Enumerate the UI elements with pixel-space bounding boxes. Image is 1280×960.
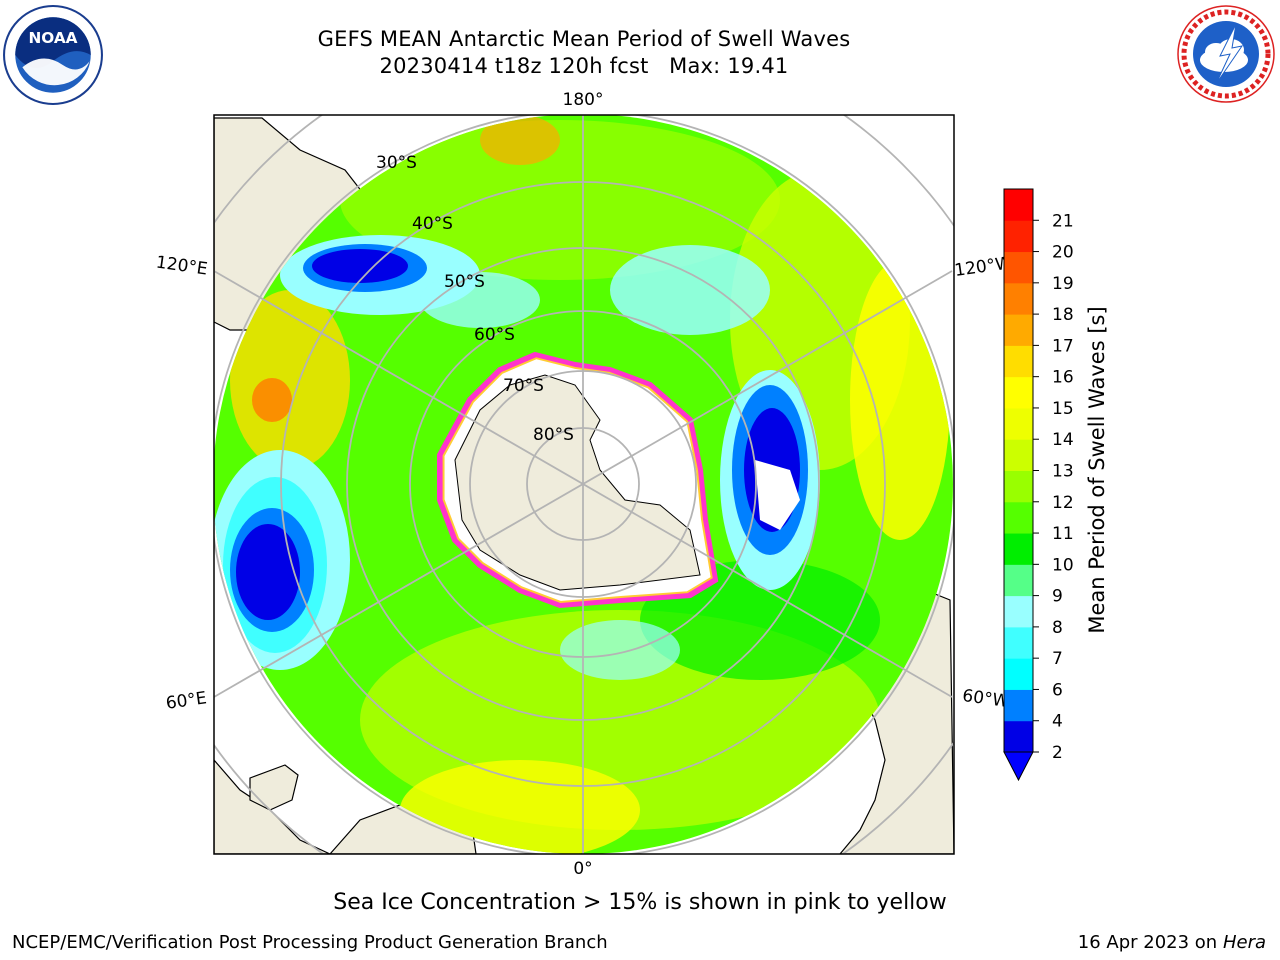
footer-date-text: 16 Apr 2023 on (1077, 932, 1218, 953)
colorbar-tick-label: 4 (1052, 712, 1063, 732)
colorbar-tick-label: 18 (1052, 305, 1074, 325)
colorbar-title: Mean Period of Swell Waves [s] (1085, 306, 1109, 634)
colorbar-tick-label: 14 (1052, 430, 1074, 450)
lon-label-60w: 60°W (961, 686, 1010, 712)
noaa-logo-text: NOAA (28, 29, 77, 47)
colorbar-swatch (1004, 314, 1033, 346)
lat-label-30s: 30°S (376, 153, 417, 173)
lon-label-60e: 60°E (165, 688, 208, 713)
colorbar-tick-label: 11 (1052, 524, 1074, 544)
sea-ice-note: Sea Ice Concentration > 15% is shown in … (333, 890, 947, 915)
colorbar-tick-label: 10 (1052, 555, 1074, 575)
colorbar-swatch (1004, 689, 1033, 722)
colorbar-swatch (1004, 658, 1033, 690)
colorbar: 2 4 6 7 8 9 10 11 12 13 14 15 16 17 18 19 20 21 (1003, 188, 1074, 782)
colorbar-swatch (1004, 626, 1033, 659)
lat-label-70s: 70°S (503, 376, 544, 396)
lat-label-60s: 60°S (474, 325, 515, 345)
colorbar-tick-label: 17 (1052, 336, 1074, 356)
colorbar-swatch (1004, 407, 1033, 440)
map-subtitle: 20230414 t18z 120h fcst Max: 19.41 (379, 54, 789, 78)
footer-credit: NCEP/EMC/Verification Post Processing Pr… (12, 932, 608, 953)
lon-label-0: 0° (573, 859, 592, 879)
colorbar-tick-label: 15 (1052, 399, 1074, 419)
colorbar-extend-arrow (1003, 751, 1034, 782)
colorbar-tick-label: 12 (1052, 493, 1074, 513)
footer-date: 16 Apr 2023 on Hera (1078, 932, 1266, 953)
map-frame-content (214, 115, 954, 854)
colorbar-swatch (1004, 345, 1033, 378)
colorbar-swatch (1004, 564, 1033, 597)
map-frame (213, 114, 955, 855)
lat-label-40s: 40°S (412, 214, 453, 234)
colorbar-tick-label: 13 (1052, 462, 1074, 482)
colorbar-swatch (1004, 376, 1033, 409)
colorbar-swatch (1004, 501, 1033, 534)
colorbar-tick-label: 8 (1052, 618, 1063, 638)
noaa-logo: NOAA (3, 5, 103, 105)
colorbar-tick-label: 7 (1052, 649, 1063, 669)
latitude-labels: 30°S 40°S 50°S 60°S 70°S 80°S (376, 153, 574, 445)
colorbar-swatch (1004, 470, 1033, 503)
colorbar-tick-label: 20 (1052, 243, 1074, 263)
lon-label-120e: 120°E (155, 253, 209, 280)
colorbar-tick-label: 19 (1052, 274, 1074, 294)
antarctica (454, 374, 701, 591)
lon-label-180: 180° (563, 90, 604, 110)
footer-host: Hera (1222, 932, 1266, 953)
lat-label-80s: 80°S (533, 425, 574, 445)
colorbar-swatch (1004, 439, 1033, 471)
colorbar-tick-label: 9 (1052, 587, 1063, 607)
colorbar-tick-label: 16 (1052, 368, 1074, 388)
colorbar-swatch (1004, 220, 1033, 253)
colorbar-swatch (1004, 720, 1033, 753)
nws-logo (1177, 5, 1275, 103)
colorbar-swatch (1004, 282, 1033, 315)
lat-label-50s: 50°S (444, 272, 485, 292)
colorbar-swatch (1004, 251, 1033, 284)
colorbar-swatch (1004, 595, 1033, 628)
map-title: GEFS MEAN Antarctic Mean Period of Swell… (317, 27, 851, 51)
graticule (214, 115, 954, 854)
colorbar-tick-label: 6 (1052, 680, 1063, 700)
colorbar-tick-label: 2 (1052, 743, 1063, 763)
colorbar-swatch (1004, 189, 1033, 221)
colorbar-swatch (1004, 533, 1033, 565)
colorbar-tick-label: 21 (1052, 211, 1074, 231)
